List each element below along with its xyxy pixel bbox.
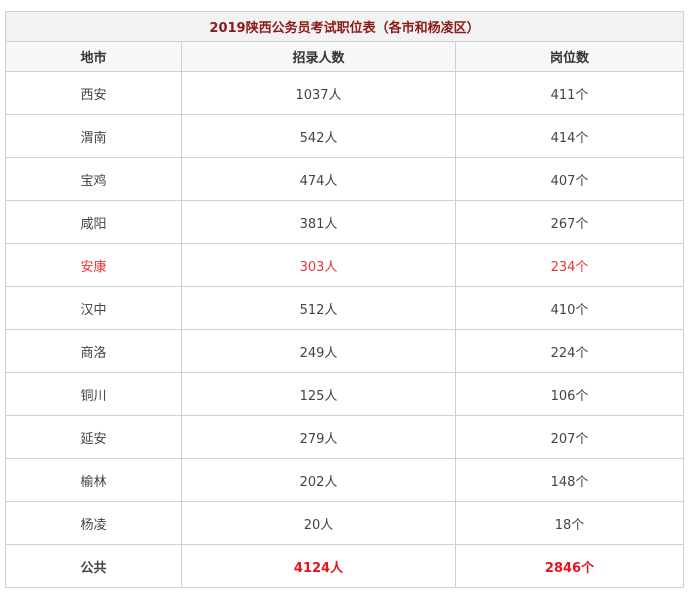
table-row: 杨凌 20人 18个 <box>5 501 685 545</box>
table-row: 延安 279人 207个 <box>5 415 685 459</box>
table-row: 汉中 512人 410个 <box>5 286 685 330</box>
total-recruits: 4124人 <box>181 544 456 588</box>
header-recruits: 招录人数 <box>181 41 456 72</box>
table-row: 宝鸡 474人 407个 <box>5 157 685 201</box>
cell-recruits: 20人 <box>181 501 456 545</box>
cell-posts: 148个 <box>454 458 685 502</box>
cell-posts: 411个 <box>454 71 685 115</box>
cell-city: 铜川 <box>5 372 182 416</box>
cell-recruits: 125人 <box>181 372 456 416</box>
cell-recruits: 279人 <box>181 415 456 459</box>
cell-recruits: 381人 <box>181 200 456 244</box>
cell-posts: 224个 <box>454 329 685 373</box>
cell-recruits: 474人 <box>181 157 456 201</box>
cell-city: 商洛 <box>5 329 182 373</box>
table-row: 西安 1037人 411个 <box>5 71 685 115</box>
table-row: 安康 303人 234个 <box>5 243 685 287</box>
table-row: 咸阳 381人 267个 <box>5 200 685 244</box>
cell-city: 延安 <box>5 415 182 459</box>
cell-posts: 407个 <box>454 157 685 201</box>
cell-posts: 414个 <box>454 114 685 158</box>
table-title: 2019陕西公务员考试职位表（各市和杨凌区） <box>4 11 685 42</box>
cell-city: 咸阳 <box>5 200 182 244</box>
cell-posts: 18个 <box>454 501 685 545</box>
cell-recruits: 249人 <box>181 329 456 373</box>
table-row: 渭南 542人 414个 <box>5 114 685 158</box>
total-row: 公共 4124人 2846个 <box>5 544 685 588</box>
cell-recruits: 542人 <box>181 114 456 158</box>
cell-posts: 267个 <box>454 200 685 244</box>
cell-city: 西安 <box>5 71 182 115</box>
header-city: 地市 <box>5 41 182 72</box>
cell-city: 安康 <box>5 243 182 287</box>
cell-city: 汉中 <box>5 286 182 330</box>
table-row: 榆林 202人 148个 <box>5 458 685 502</box>
cell-recruits: 202人 <box>181 458 456 502</box>
table-row: 商洛 249人 224个 <box>5 329 685 373</box>
cell-city: 杨凌 <box>5 501 182 545</box>
cell-recruits: 303人 <box>181 243 456 287</box>
cell-city: 宝鸡 <box>5 157 182 201</box>
position-table: 2019陕西公务员考试职位表（各市和杨凌区） 地市 招录人数 岗位数 西安 103… <box>4 11 685 588</box>
cell-posts: 234个 <box>454 243 685 287</box>
total-city: 公共 <box>5 544 182 588</box>
header-posts: 岗位数 <box>454 41 685 72</box>
cell-recruits: 512人 <box>181 286 456 330</box>
cell-city: 榆林 <box>5 458 182 502</box>
cell-posts: 410个 <box>454 286 685 330</box>
table-row: 铜川 125人 106个 <box>5 372 685 416</box>
cell-posts: 207个 <box>454 415 685 459</box>
cell-city: 渭南 <box>5 114 182 158</box>
total-posts: 2846个 <box>454 544 685 588</box>
cell-posts: 106个 <box>454 372 685 416</box>
cell-recruits: 1037人 <box>181 71 456 115</box>
